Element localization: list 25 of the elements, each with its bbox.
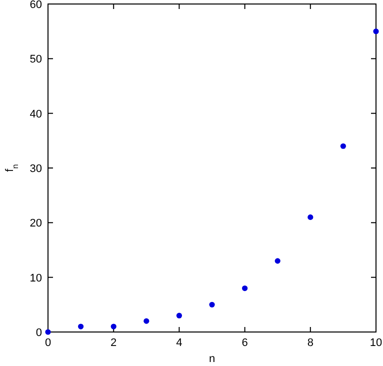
point bbox=[242, 285, 248, 292]
y-tick-label: 40 bbox=[30, 108, 42, 120]
point bbox=[274, 258, 280, 264]
x-tick-label: 10 bbox=[370, 337, 382, 349]
point bbox=[373, 28, 379, 34]
y-tick-label: 10 bbox=[30, 272, 42, 284]
point bbox=[45, 329, 51, 335]
point bbox=[340, 143, 346, 149]
point bbox=[110, 324, 116, 330]
y-tick-label: 60 bbox=[30, 0, 42, 11]
point bbox=[209, 302, 215, 308]
x-tick-label: 6 bbox=[242, 337, 248, 349]
x-tick-label: 8 bbox=[307, 337, 314, 349]
y-tick-label: 0 bbox=[36, 327, 42, 339]
y-tick-label: 20 bbox=[30, 218, 42, 230]
y-tick-label: 30 bbox=[30, 163, 42, 175]
point bbox=[78, 324, 84, 330]
point bbox=[144, 318, 150, 324]
y-tick-label: 50 bbox=[30, 54, 42, 66]
x-axis-title: n bbox=[208, 353, 216, 365]
x-tick-label: 4 bbox=[176, 337, 182, 349]
x-tick-label: 2 bbox=[110, 337, 117, 349]
x-tick-label: 0 bbox=[44, 337, 52, 349]
point bbox=[176, 312, 182, 318]
point bbox=[308, 214, 314, 220]
